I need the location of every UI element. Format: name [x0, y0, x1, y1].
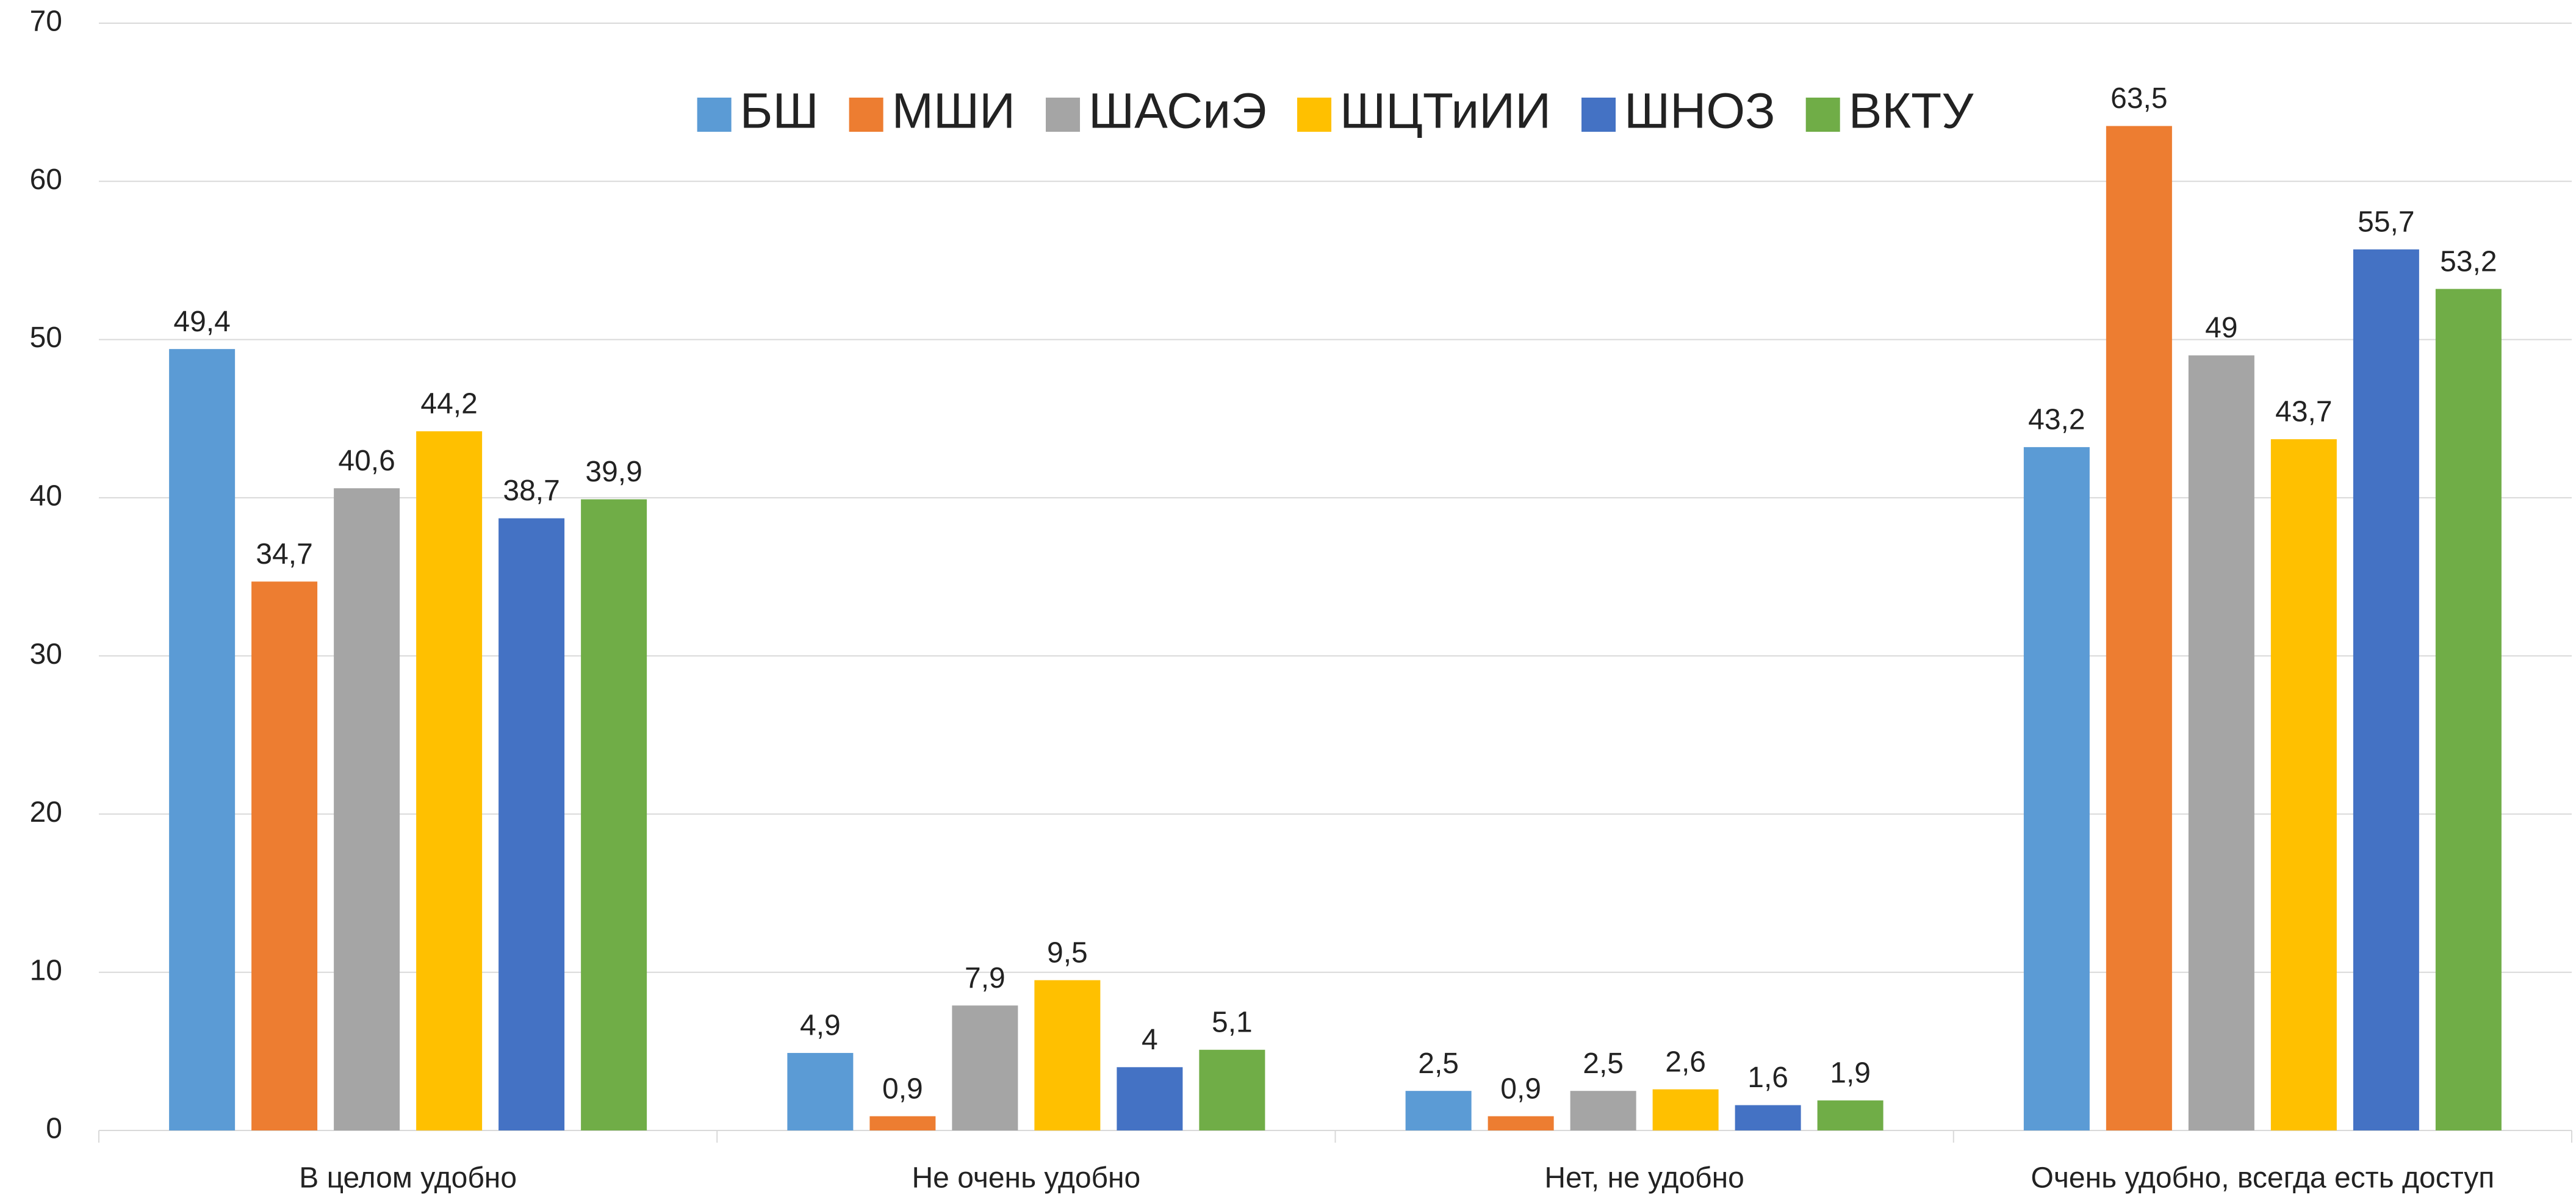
y-tick-label: 70 [30, 5, 62, 38]
data-label: 2,6 [1665, 1046, 1706, 1078]
legend-swatch [1581, 98, 1616, 132]
data-label: 49,4 [173, 306, 230, 338]
data-label: 2,5 [1583, 1047, 1624, 1080]
bar [498, 518, 565, 1130]
data-label: 2,5 [1418, 1047, 1459, 1080]
data-label: 38,7 [503, 475, 559, 507]
data-label: 39,9 [585, 456, 642, 488]
bar [787, 1052, 854, 1130]
legend-label: МШИ [892, 84, 1015, 139]
y-tick-label: 0 [46, 1113, 62, 1145]
legend-label: ШЦТиИИ [1340, 84, 1551, 139]
legend-label: ВКТУ [1849, 84, 1974, 139]
bar [169, 349, 236, 1130]
legend-label: ШАСиЭ [1088, 84, 1267, 139]
legend-swatch [1297, 98, 1332, 132]
bar [1652, 1089, 1719, 1130]
data-label: 0,9 [882, 1072, 923, 1105]
data-label: 44,2 [420, 388, 477, 420]
bar [1735, 1105, 1801, 1130]
y-tick-label: 40 [30, 480, 62, 512]
y-tick-label: 20 [30, 796, 62, 828]
bar [2106, 126, 2172, 1130]
legend-label: ШНОЗ [1624, 84, 1775, 139]
data-label: 43,2 [2028, 404, 2085, 436]
data-label: 0,9 [1500, 1072, 1541, 1105]
legend-swatch [849, 98, 883, 132]
data-label: 43,7 [2275, 396, 2332, 428]
bar [2353, 249, 2419, 1130]
bar [952, 1005, 1018, 1130]
data-label: 5,1 [1212, 1006, 1253, 1038]
bar [2435, 289, 2502, 1131]
bar [1199, 1049, 1265, 1130]
data-label: 7,9 [965, 962, 1006, 994]
legend-swatch [1046, 98, 1081, 132]
bar [581, 499, 647, 1131]
bar [1488, 1116, 1554, 1130]
bar [1817, 1100, 1883, 1130]
data-label: 53,2 [2440, 245, 2497, 278]
data-label: 1,6 [1747, 1062, 1788, 1094]
data-label: 63,5 [2110, 82, 2167, 115]
bar [869, 1116, 936, 1130]
legend-swatch [697, 98, 732, 132]
bar [2023, 447, 2090, 1130]
legend-label: БШ [740, 84, 819, 139]
bar [416, 431, 483, 1130]
x-tick-label: Нет, не удобно [1544, 1162, 1744, 1195]
y-tick-label: 30 [30, 638, 62, 670]
bar [1405, 1091, 1472, 1130]
x-tick-label: Не очень удобно [912, 1162, 1141, 1195]
data-label: 49 [2205, 312, 2237, 344]
data-label: 1,9 [1830, 1057, 1871, 1089]
bar [1570, 1091, 1636, 1130]
data-label: 55,7 [2358, 206, 2414, 238]
y-tick-label: 50 [30, 322, 62, 354]
bar [251, 581, 318, 1130]
data-label: 4,9 [800, 1010, 841, 1042]
data-label: 9,5 [1047, 936, 1088, 969]
y-tick-label: 60 [30, 163, 62, 196]
x-tick-label: В целом удобно [299, 1162, 517, 1195]
bar [334, 488, 400, 1130]
bar [2270, 439, 2337, 1131]
data-label: 40,6 [338, 445, 395, 477]
data-label: 4 [1142, 1024, 1158, 1056]
legend-swatch [1805, 98, 1840, 132]
bar [2188, 355, 2254, 1130]
x-tick-label: Очень удобно, всегда есть доступ [2031, 1162, 2495, 1195]
y-tick-label: 10 [30, 954, 62, 986]
bar [1034, 980, 1101, 1130]
data-label: 34,7 [256, 538, 312, 570]
legend: БШ МШИ ШАСиЭ ШЦТиИИ ШНОЗ ВКТУ [697, 84, 1974, 139]
bar [1117, 1067, 1183, 1130]
